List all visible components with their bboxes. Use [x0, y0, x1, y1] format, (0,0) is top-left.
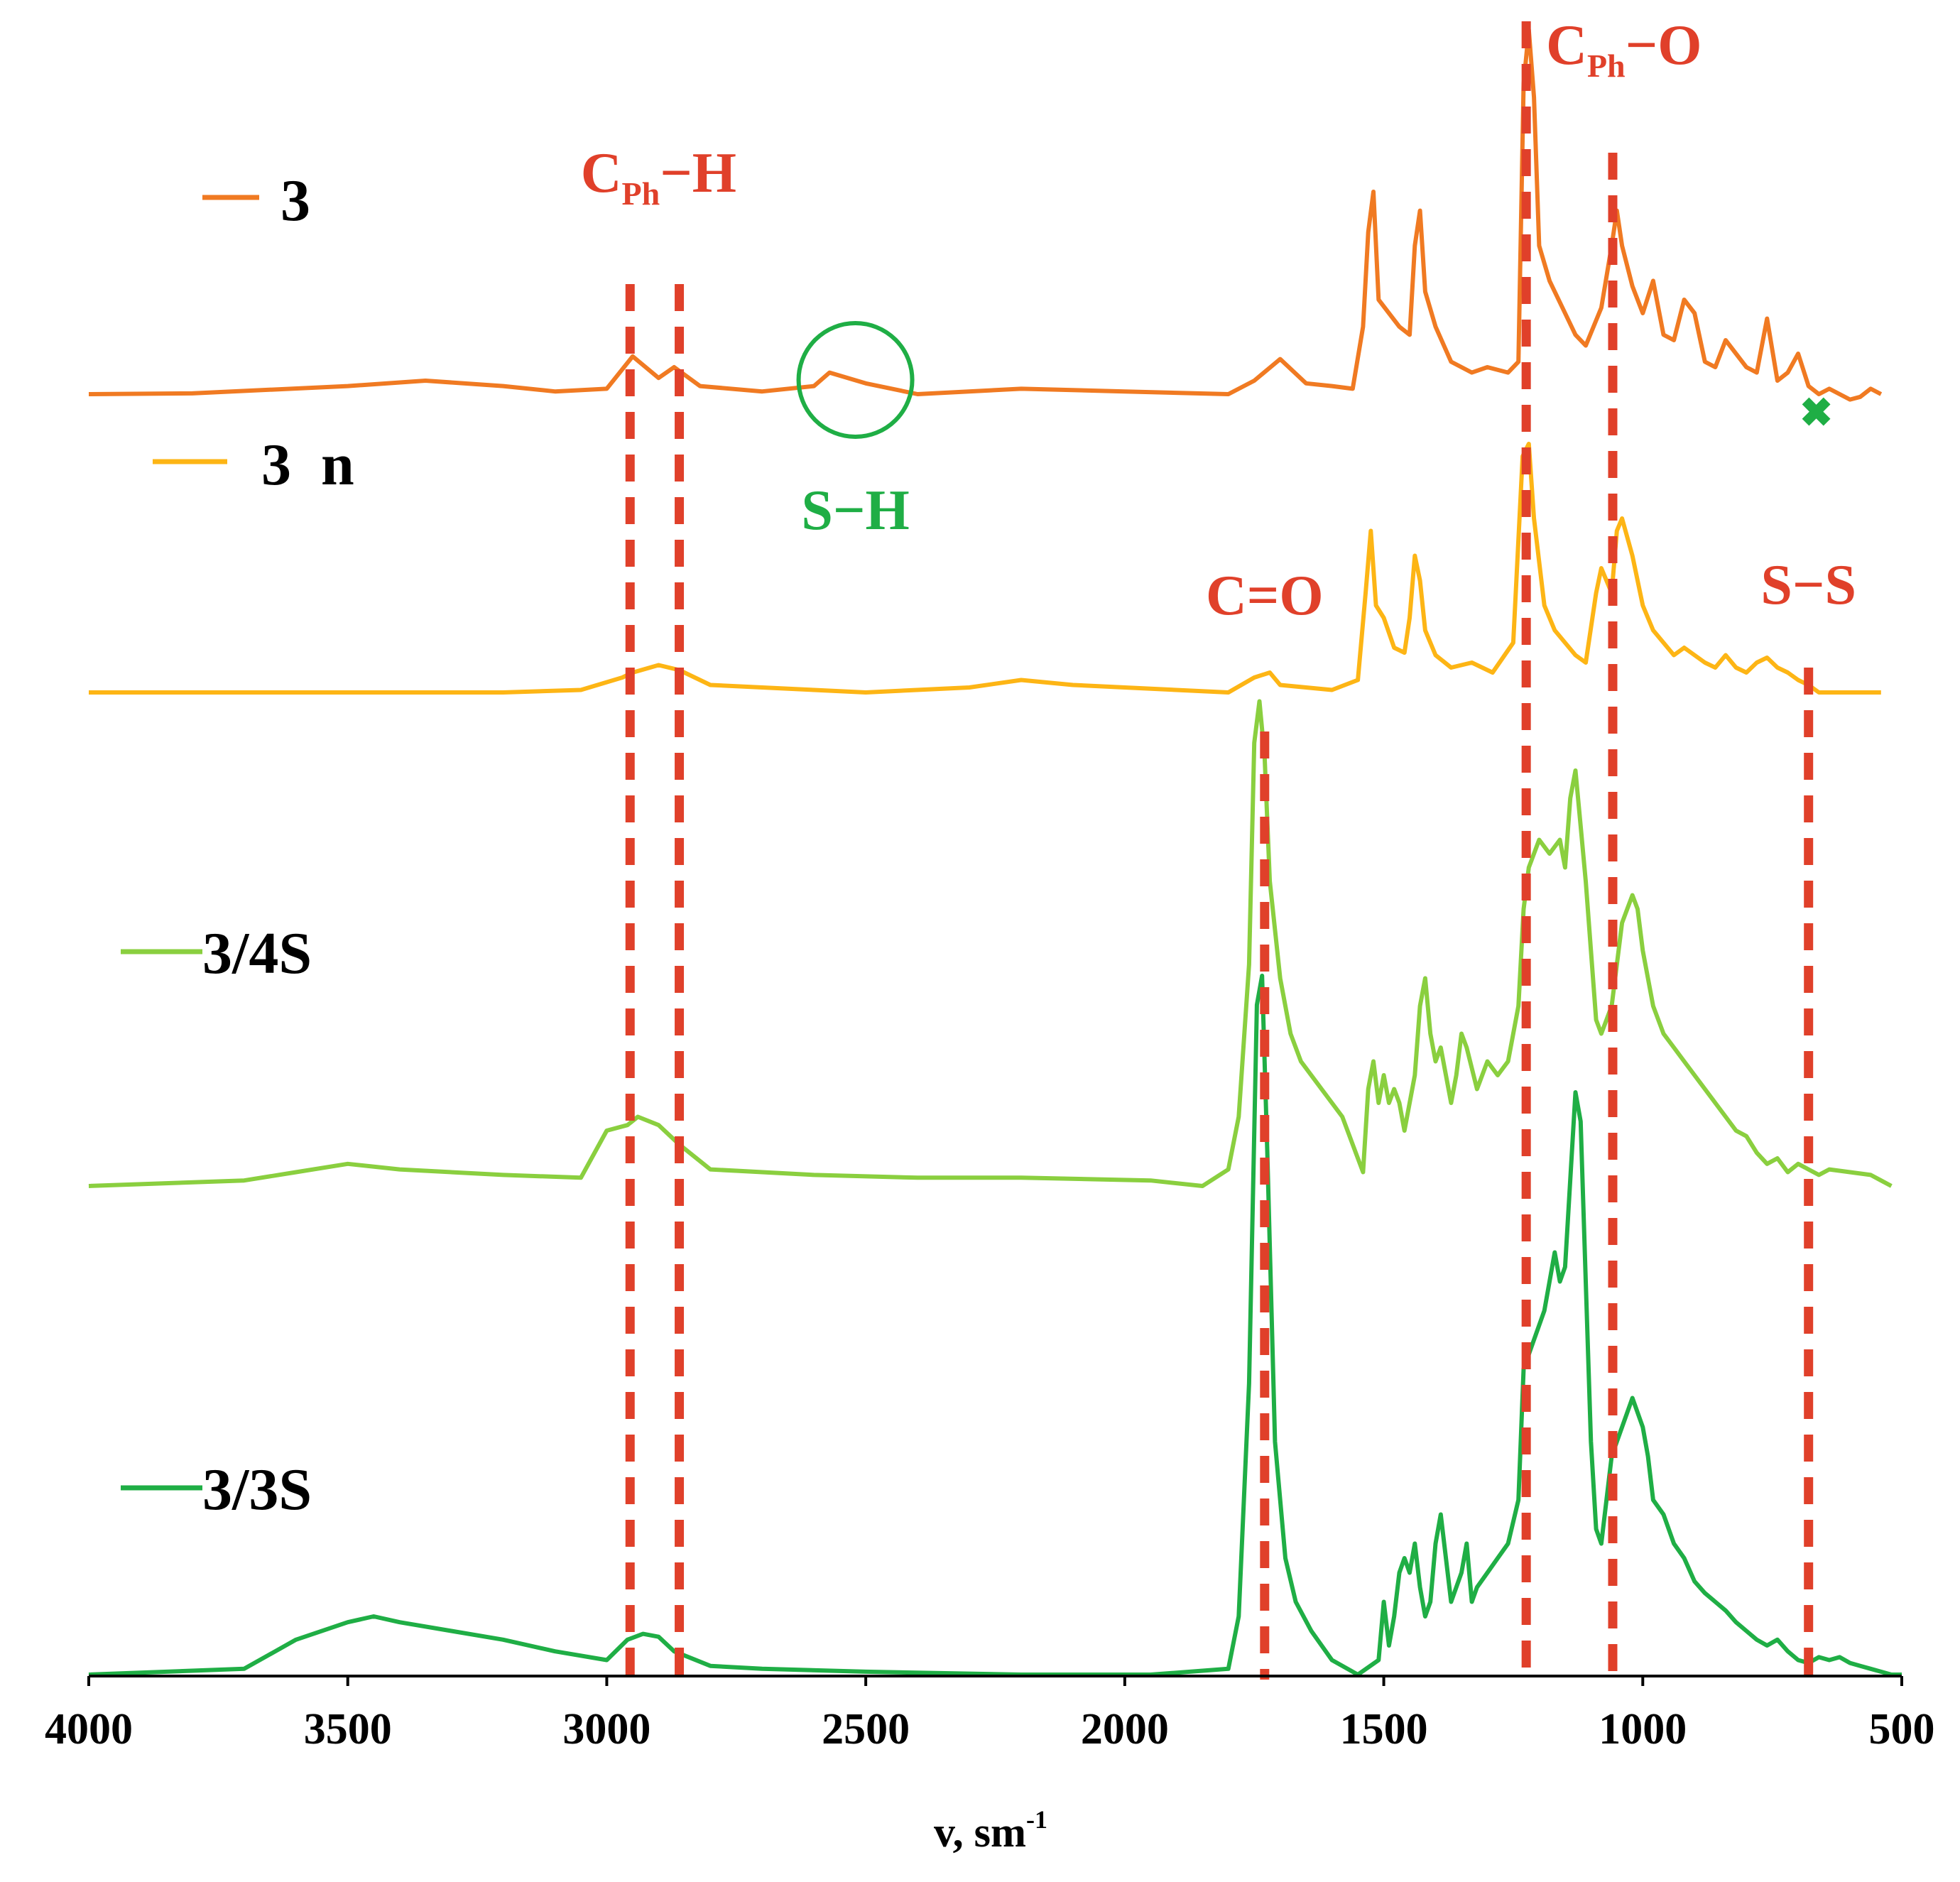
x-tick-label: 3000 [562, 1705, 650, 1753]
x-axis-label: v, sm-1 [934, 1805, 1047, 1856]
x-tick-label: 4000 [45, 1705, 133, 1753]
x-axis-ticks: 4000 3500 3000 2500 2000 1500 1000 500 [45, 1676, 1935, 1753]
annotation-s-s: S−S [1760, 554, 1856, 616]
series-line-s3n [89, 442, 1881, 695]
x-tick-label: 500 [1869, 1705, 1935, 1753]
annotation-cph-o: CPh−O [1546, 14, 1702, 84]
x-tick-label: 2500 [822, 1705, 910, 1753]
annotation-cph-h: CPh−H [581, 142, 736, 212]
legend-label-33S: 3/3S [202, 1457, 312, 1523]
x-tick-label: 3500 [304, 1705, 392, 1753]
legend-label-3: 3 [281, 168, 310, 234]
series-line-s33S [88, 974, 1902, 1677]
annotation-s-h-circle [796, 321, 915, 439]
spectrum-traces [88, 28, 1902, 1677]
x-tick-label: 1500 [1340, 1705, 1428, 1753]
legend: 3 3 n 3/4S 3/3S [121, 168, 354, 1523]
annotation-s-h: S−H [801, 479, 909, 542]
annotation-x-mark: ✖ [1800, 391, 1833, 435]
x-tick-label: 2000 [1081, 1705, 1169, 1753]
annotation-c-eq-o: C=O [1206, 565, 1324, 627]
reference-lines [625, 21, 1814, 1680]
legend-label-34S: 3/4S [202, 920, 312, 986]
series-line-s3 [88, 28, 1883, 402]
x-tick-label: 1000 [1599, 1705, 1687, 1753]
series-line-s34S [88, 699, 1893, 1188]
legend-label-3n: 3 n [261, 432, 354, 498]
